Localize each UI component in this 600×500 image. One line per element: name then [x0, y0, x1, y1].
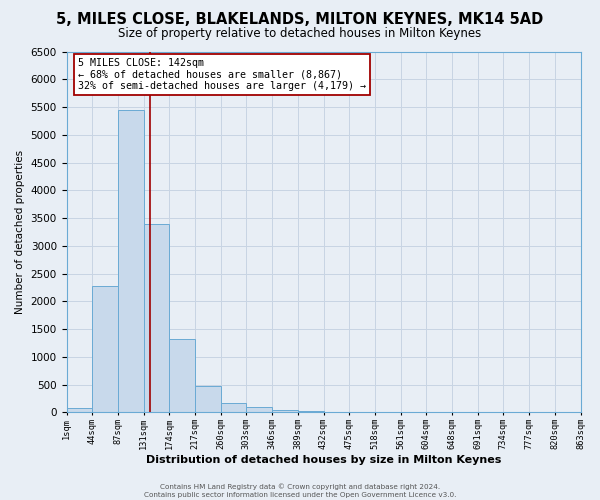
- Y-axis label: Number of detached properties: Number of detached properties: [15, 150, 25, 314]
- Bar: [272, 410, 298, 412]
- Text: 5 MILES CLOSE: 142sqm
← 68% of detached houses are smaller (8,867)
32% of semi-d: 5 MILES CLOSE: 142sqm ← 68% of detached …: [78, 58, 366, 92]
- Bar: [221, 402, 247, 412]
- Text: Contains public sector information licensed under the Open Government Licence v3: Contains public sector information licen…: [144, 492, 456, 498]
- Bar: [169, 339, 195, 412]
- Bar: [67, 408, 92, 412]
- Text: 5, MILES CLOSE, BLAKELANDS, MILTON KEYNES, MK14 5AD: 5, MILES CLOSE, BLAKELANDS, MILTON KEYNE…: [56, 12, 544, 28]
- Bar: [92, 286, 118, 412]
- Text: Contains HM Land Registry data © Crown copyright and database right 2024.: Contains HM Land Registry data © Crown c…: [160, 484, 440, 490]
- Bar: [195, 386, 221, 412]
- Bar: [118, 110, 143, 412]
- X-axis label: Distribution of detached houses by size in Milton Keynes: Distribution of detached houses by size …: [146, 455, 501, 465]
- Bar: [143, 224, 169, 412]
- Bar: [247, 407, 272, 412]
- Text: Size of property relative to detached houses in Milton Keynes: Size of property relative to detached ho…: [118, 28, 482, 40]
